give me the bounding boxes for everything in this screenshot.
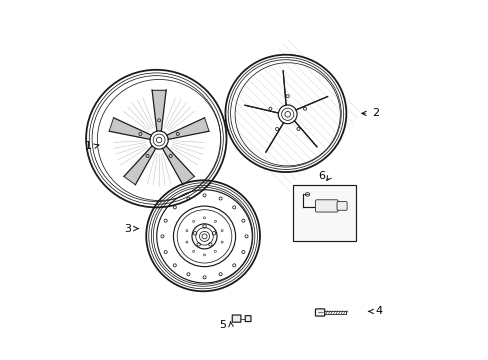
Text: 4: 4 xyxy=(375,306,382,316)
Text: 6: 6 xyxy=(318,171,325,181)
Polygon shape xyxy=(166,118,208,139)
FancyBboxPatch shape xyxy=(336,202,346,210)
FancyBboxPatch shape xyxy=(244,316,250,321)
Text: 2: 2 xyxy=(371,108,379,118)
FancyBboxPatch shape xyxy=(315,200,337,212)
Text: 5: 5 xyxy=(219,320,226,330)
Text: 3: 3 xyxy=(124,224,131,234)
Text: 1: 1 xyxy=(84,141,91,151)
Polygon shape xyxy=(162,146,194,185)
FancyBboxPatch shape xyxy=(315,309,324,316)
Polygon shape xyxy=(109,118,151,139)
Bar xyxy=(292,185,355,241)
Polygon shape xyxy=(123,146,155,185)
Polygon shape xyxy=(152,90,166,131)
FancyBboxPatch shape xyxy=(232,315,241,322)
